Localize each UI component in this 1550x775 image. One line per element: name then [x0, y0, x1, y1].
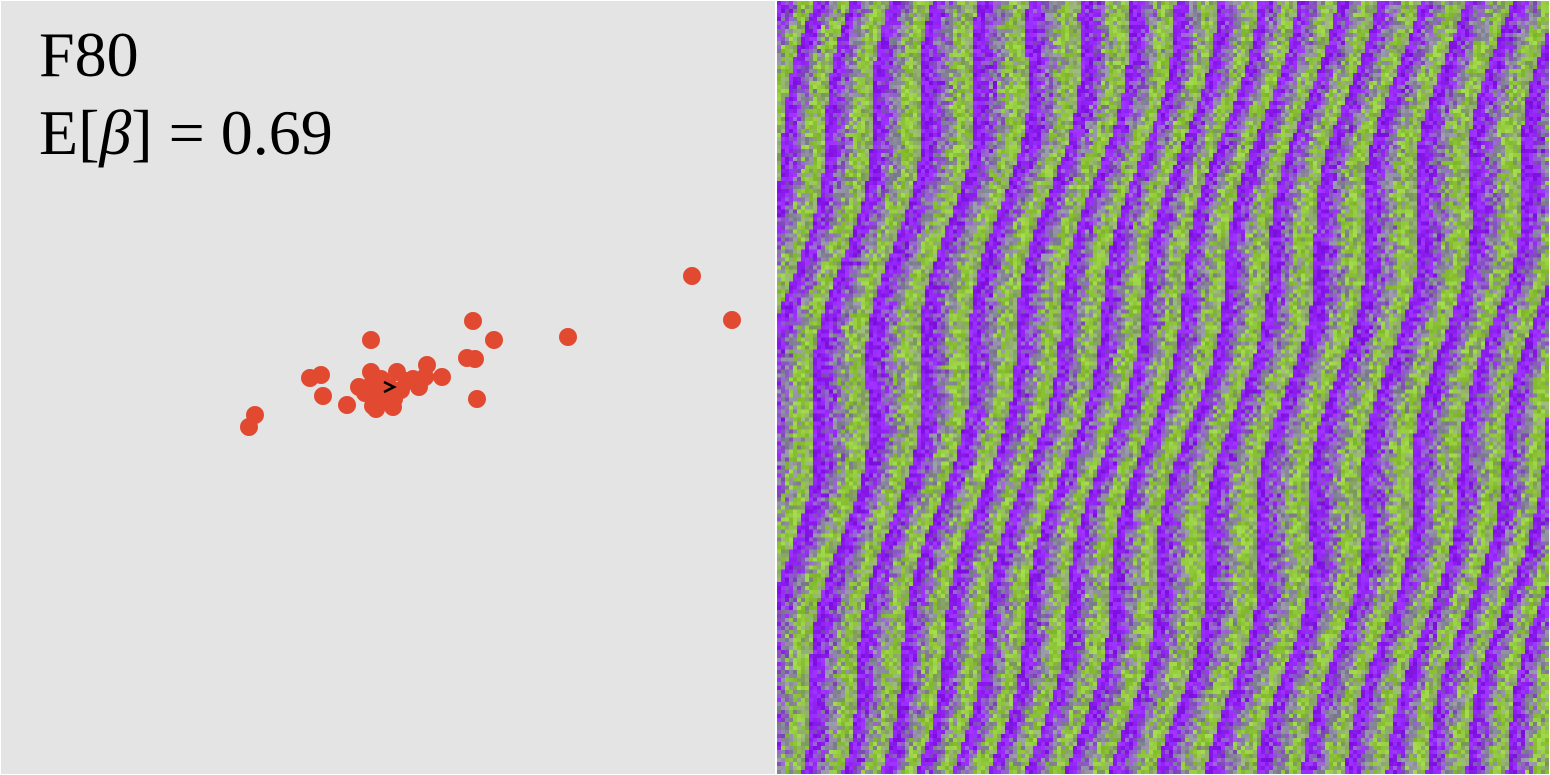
- scatter-point: [384, 398, 402, 416]
- scatter-point: [362, 331, 380, 349]
- beta-suffix: ] =: [131, 97, 221, 168]
- scatter-point: [314, 387, 332, 405]
- scatter-point: [468, 390, 486, 408]
- scatter-point: [367, 400, 385, 418]
- scatter-point: [418, 356, 436, 374]
- scatter-point: [683, 267, 701, 285]
- beta-prefix: E[: [39, 97, 100, 168]
- heading-arrow-icon: [383, 380, 397, 394]
- scatter-panel: F80 E[β] = 0.69: [1, 1, 775, 774]
- scatter-point: [312, 366, 330, 384]
- scatter-point: [485, 331, 503, 349]
- scatter-point: [338, 396, 356, 414]
- beta-symbol: β: [99, 97, 132, 168]
- scatter-point: [246, 406, 264, 424]
- scatter-point: [559, 328, 577, 346]
- scatter-point: [466, 350, 484, 368]
- pattern-panel: [777, 1, 1549, 774]
- scatter-point: [723, 311, 741, 329]
- frame-label: F80: [39, 19, 139, 90]
- beta-label: E[β] = 0.69: [39, 101, 333, 165]
- scatter-point: [464, 312, 482, 330]
- beta-value: 0.69: [220, 97, 333, 168]
- scatter-point: [433, 368, 451, 386]
- stripe-pattern-image: [777, 1, 1549, 774]
- scatter-plot: [240, 267, 741, 436]
